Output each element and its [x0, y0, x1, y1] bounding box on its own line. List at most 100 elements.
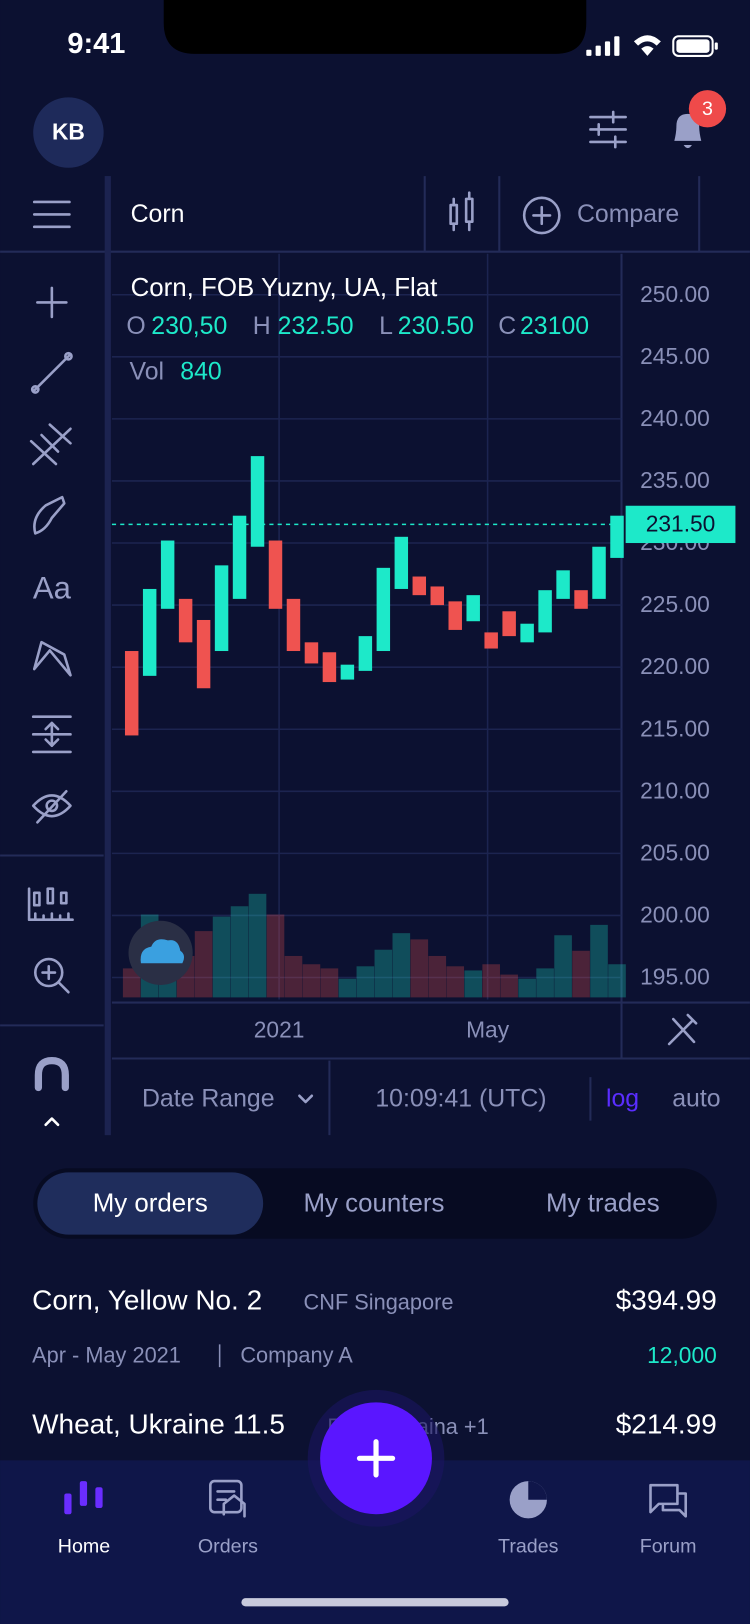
candle-body: [358, 636, 373, 671]
candle-body: [142, 588, 157, 676]
volume-bar: [302, 964, 321, 998]
candle-body: [124, 651, 139, 736]
candle-body: [286, 598, 301, 652]
avatar-initials: KB: [52, 119, 85, 145]
volume-bar: [446, 966, 465, 998]
volume-bar: [554, 935, 572, 998]
notch: [163, 0, 587, 54]
legend-label: L: [379, 313, 393, 340]
last-price-box: [625, 505, 736, 544]
candle-body: [232, 515, 247, 599]
menu-icon[interactable]: [32, 200, 71, 229]
volume-bar: [284, 955, 303, 998]
clock: 9:41: [67, 28, 125, 60]
home-icon: [64, 1481, 103, 1515]
toolbar-dividers: [423, 176, 701, 252]
divider: [104, 176, 111, 1136]
badge: [688, 90, 727, 128]
signal-icons: [586, 35, 718, 57]
legend-value: 232.50: [278, 313, 354, 340]
order-price: $214.99: [616, 1409, 717, 1440]
utc-time: 10:09:41 (UTC): [375, 1085, 546, 1112]
candle-body: [466, 595, 480, 622]
nav-item[interactable]: Home: [58, 1536, 111, 1558]
volume-bar: [410, 939, 429, 998]
candle-body: [412, 576, 427, 596]
nav-item[interactable]: Forum: [640, 1536, 697, 1558]
legend-label: C: [498, 313, 516, 340]
nav-item[interactable]: Trades: [498, 1536, 559, 1558]
candle-body: [160, 540, 175, 609]
volume-bar: [572, 950, 590, 998]
y-tick-label: 240.00: [640, 405, 710, 431]
candle-icon[interactable]: [449, 191, 474, 232]
footer-dividers: [328, 1060, 592, 1136]
candle-body: [610, 515, 624, 558]
y-tick-label: 235.00: [640, 467, 710, 493]
order-name[interactable]: Corn, Yellow No. 2: [32, 1284, 262, 1315]
candle-body: [250, 456, 265, 547]
text-tool[interactable]: Aa: [33, 571, 72, 606]
volume-bar: [248, 893, 267, 998]
candle-body: [484, 632, 498, 649]
candle-body: [196, 619, 211, 689]
drawing-tools: [27, 286, 74, 1127]
volume-bar: [464, 970, 483, 998]
fab-plus: [356, 1439, 396, 1478]
volume-bar: [374, 949, 393, 998]
tab[interactable]: My orders: [93, 1189, 208, 1217]
volume-bar: [230, 906, 249, 998]
volume-bar: [122, 968, 141, 998]
date-range[interactable]: Date Range: [142, 1085, 275, 1112]
volume-bar: [428, 955, 447, 998]
volume-bar: [536, 968, 554, 998]
forum-icon: [649, 1483, 688, 1518]
order-location: CNF Singapore: [304, 1290, 454, 1315]
badge-count: 3: [702, 98, 713, 120]
chart-title: Corn, FOB Yuzny, UA, Flat: [131, 274, 438, 302]
candle-body: [502, 611, 516, 637]
log-toggle[interactable]: log: [606, 1085, 639, 1112]
tab[interactable]: My counters: [303, 1189, 444, 1217]
y-tick-label: 195.00: [640, 964, 710, 990]
tab[interactable]: My trades: [546, 1189, 660, 1217]
candle-body: [448, 601, 462, 630]
candle-body: [592, 546, 606, 599]
y-tick-label: 205.00: [640, 839, 710, 865]
x-tick-label: 2021: [254, 1017, 305, 1043]
bell-icon[interactable]: [674, 113, 702, 149]
legend-value: 23100: [520, 313, 589, 340]
candle-body: [268, 540, 283, 609]
candle-body: [304, 642, 319, 664]
orders-icon: [209, 1479, 246, 1518]
candle-body: [430, 586, 444, 606]
candle-body: [376, 567, 391, 652]
trades-icon: [509, 1481, 547, 1519]
candle-body: [178, 598, 193, 643]
compare-icon[interactable]: [522, 196, 561, 235]
settings-icon[interactable]: [667, 1013, 698, 1046]
y-tick-label: 210.00: [640, 777, 710, 803]
nav-item[interactable]: Orders: [198, 1536, 258, 1558]
symbol[interactable]: Corn: [131, 201, 185, 228]
compare-label[interactable]: Compare: [577, 201, 679, 228]
volume-bar: [320, 968, 339, 998]
volume-bar: [212, 916, 231, 998]
legend-value: 230,50: [151, 313, 227, 340]
volume-bar: [338, 978, 357, 998]
y-tick-label: 220.00: [640, 653, 710, 679]
auto-toggle[interactable]: auto: [672, 1085, 720, 1112]
volume-bar: [608, 964, 626, 998]
chevron: [298, 1094, 314, 1104]
filter-icon[interactable]: [589, 110, 627, 149]
y-tick-label: 245.00: [640, 343, 710, 369]
legend-label: H: [253, 313, 271, 340]
avatar[interactable]: [33, 97, 104, 168]
x-tick-label: May: [466, 1017, 510, 1043]
candle-body: [538, 590, 552, 633]
order-name[interactable]: Wheat, Ukraine 11.5: [32, 1409, 285, 1440]
volume-bar: [518, 978, 536, 998]
plot: [111, 253, 626, 1000]
